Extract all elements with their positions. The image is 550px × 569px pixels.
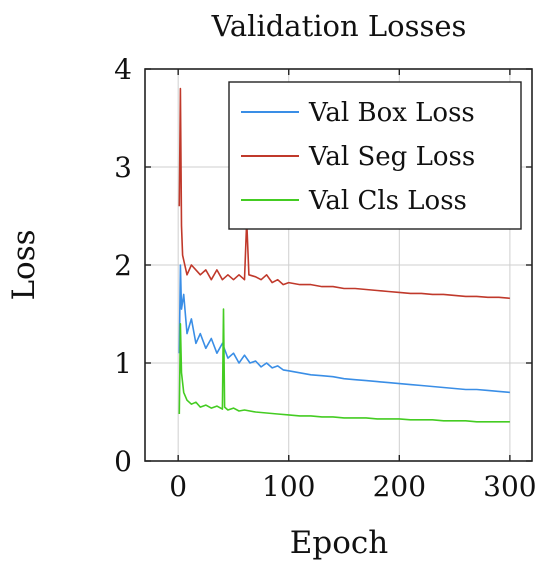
x-tick-label: 200 xyxy=(373,470,426,503)
x-tick-label: 300 xyxy=(483,470,536,503)
x-tick-label: 0 xyxy=(169,470,187,503)
series-line-3 xyxy=(178,308,510,423)
ticks: 0 100 200 300 0 1 2 3 4 xyxy=(114,53,536,503)
legend-label: Val Seg Loss xyxy=(308,142,475,172)
y-tick-label: 4 xyxy=(114,53,132,86)
series-line-2 xyxy=(178,87,510,300)
y-axis-label: Loss xyxy=(6,229,42,300)
legend-label: Val Box Loss xyxy=(308,98,475,128)
y-tick-label: 0 xyxy=(114,445,132,478)
y-tick-label: 1 xyxy=(114,347,132,380)
y-tick-label: 2 xyxy=(114,249,132,282)
legend: Val Box Loss Val Seg Loss Val Cls Loss xyxy=(228,81,522,230)
series-layer xyxy=(178,87,510,423)
y-tick-label: 3 xyxy=(114,151,132,184)
x-tick-label: 100 xyxy=(262,470,315,503)
legend-label: Val Cls Loss xyxy=(308,186,467,216)
series-line-1 xyxy=(178,264,510,394)
x-axis-label: Epoch xyxy=(290,525,388,561)
chart-title: Validation Losses xyxy=(211,9,467,43)
